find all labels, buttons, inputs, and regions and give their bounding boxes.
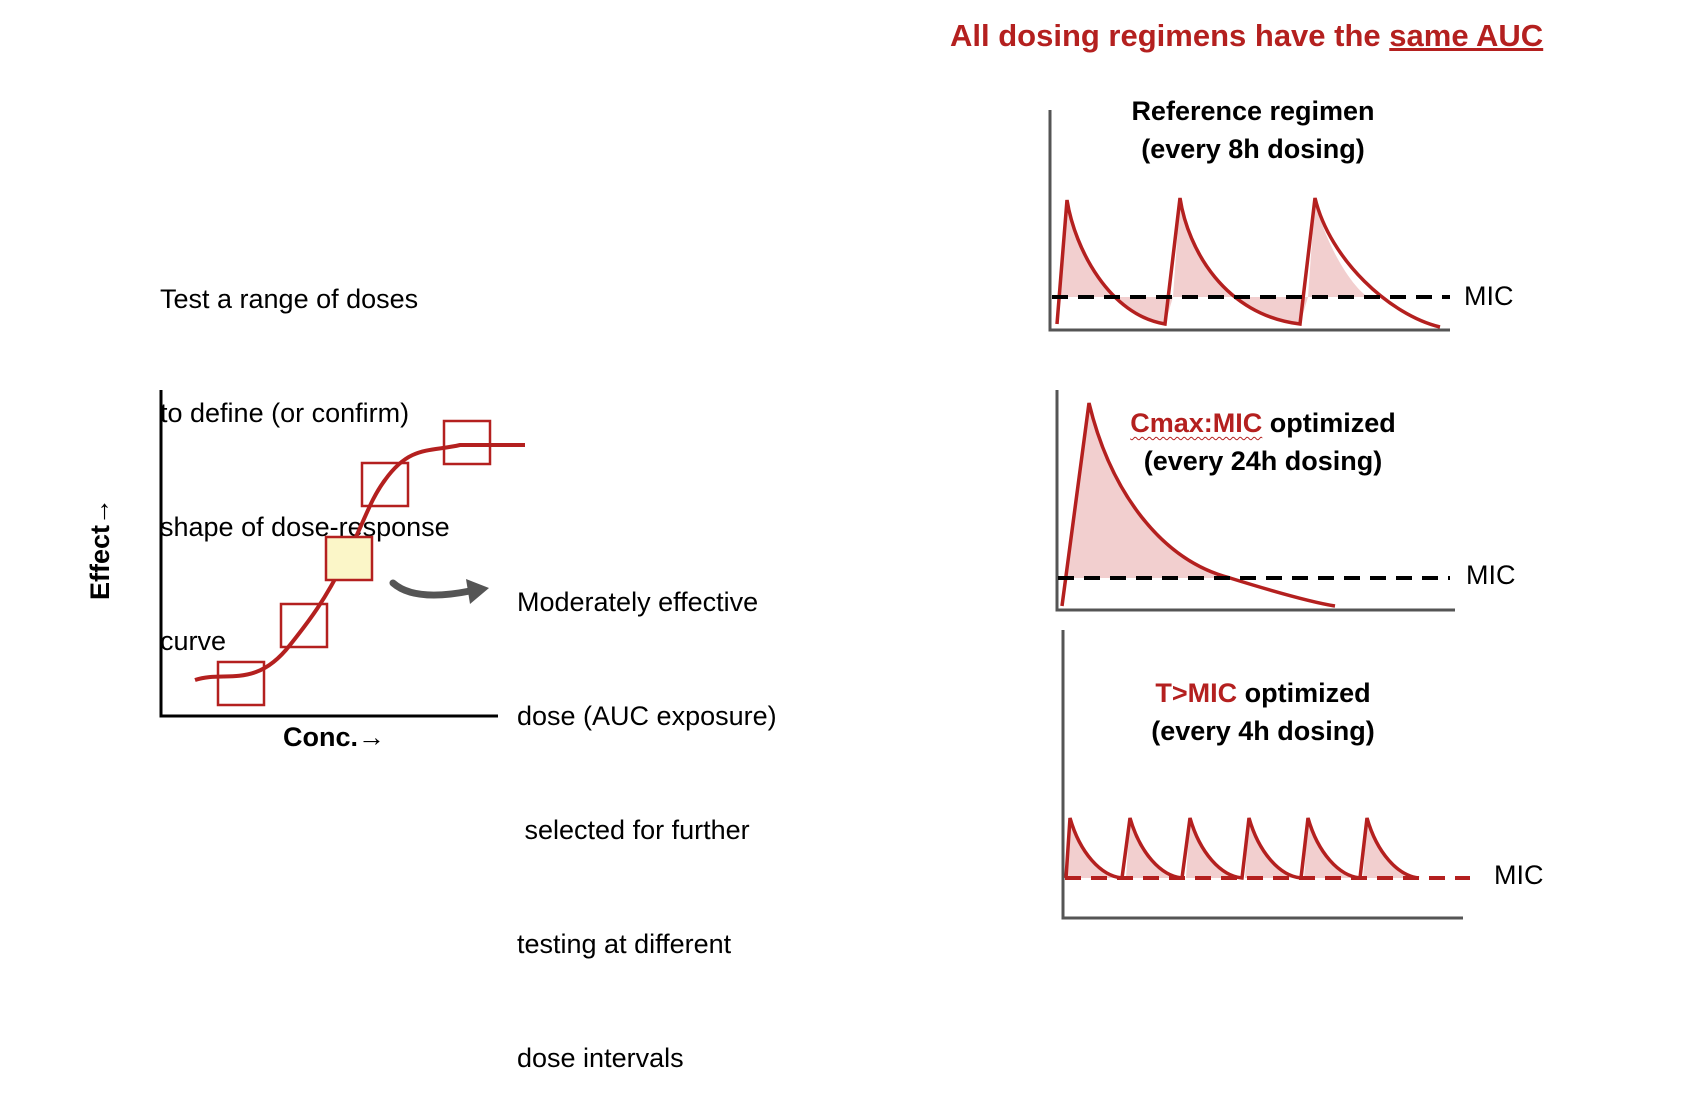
panel-title-highlight: T>MIC — [1155, 678, 1238, 708]
headline-text: All dosing regimens have the — [950, 18, 1390, 53]
note-line: dose intervals — [517, 1043, 684, 1073]
x-axis-label: Conc.→ — [283, 722, 386, 752]
panel-cmax-axes — [1055, 390, 1455, 612]
panel-title-highlight: Cmax:MIC — [1130, 408, 1263, 438]
panel-reference-title: Reference regimen (every 8h dosing) — [1053, 92, 1453, 168]
dose-square — [360, 461, 410, 508]
selection-arrow — [389, 579, 474, 599]
dose-square — [442, 419, 492, 466]
note-line: Moderately effective — [517, 587, 759, 617]
note-line: selected for further — [517, 815, 750, 845]
instruction-text: Test a range of doses to define (or conf… — [160, 204, 450, 698]
panel-tmic-axes — [1061, 630, 1463, 920]
diagram-graphics — [159, 110, 1470, 920]
mic-label: MIC — [1466, 560, 1516, 590]
panel-tmic-title: T>MIC optimized (every 4h dosing) — [1063, 674, 1463, 750]
dose-square — [279, 602, 329, 649]
panel-cmax-title: Cmax:MIC optimized (every 24h dosing) — [1063, 404, 1463, 480]
headline: All dosing regimens have the same AUC — [950, 18, 1543, 54]
panel-title-line: Reference regimen — [1131, 96, 1375, 126]
headline-emphasis: same AUC — [1389, 18, 1544, 53]
panel-reference-axes — [1048, 110, 1450, 332]
instruction-line: to define (or confirm) — [160, 398, 410, 428]
panel-title-line: (every 4h dosing) — [1151, 716, 1375, 746]
panel-reference-curve — [1055, 197, 1441, 329]
panel-title-rest: optimized — [1262, 408, 1396, 438]
panel-title-line: (every 8h dosing) — [1141, 134, 1365, 164]
instruction-line: curve — [160, 626, 227, 656]
panel-title-rest: optimized — [1237, 678, 1371, 708]
dose-response-axes — [159, 390, 498, 718]
dose-square — [216, 660, 266, 707]
note-line: dose (AUC exposure) — [517, 701, 777, 731]
instruction-line: Test a range of doses — [160, 284, 419, 314]
mic-label: MIC — [1464, 281, 1514, 311]
panel-cmax-auc-fill — [1065, 403, 1230, 578]
panel-cmax-curve — [1060, 402, 1336, 608]
mic-label: MIC — [1494, 860, 1544, 890]
selection-arrowhead — [466, 579, 489, 604]
panel-title-line: (every 24h dosing) — [1143, 446, 1383, 476]
note-line: testing at different — [517, 929, 732, 959]
selected-dose-square — [324, 535, 374, 582]
